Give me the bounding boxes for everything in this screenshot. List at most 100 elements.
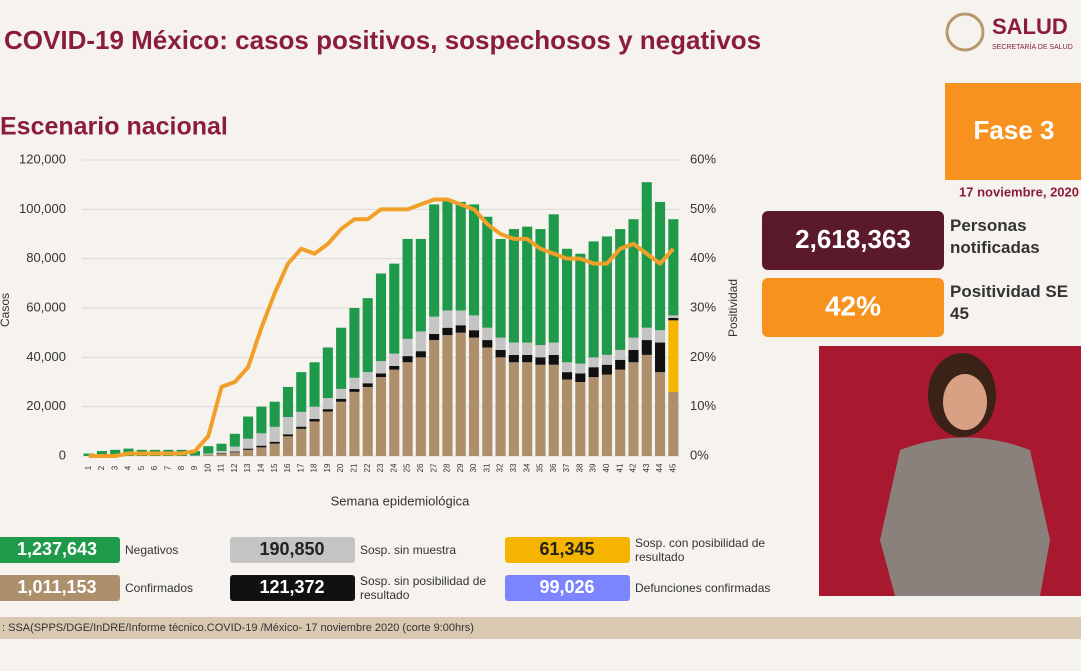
bar-segment xyxy=(642,340,652,355)
x-tick-label: 10 xyxy=(203,463,212,472)
x-tick-label: 24 xyxy=(389,463,398,472)
bar-segment xyxy=(668,320,678,392)
y2-tick-label: 40% xyxy=(690,250,716,265)
bar-segment xyxy=(562,380,572,456)
logo: SALUD xyxy=(992,14,1068,39)
x-tick-label: 27 xyxy=(429,463,438,472)
x-tick-label: 38 xyxy=(575,463,584,472)
legend-label: Sosp. sin muestra xyxy=(360,535,500,565)
bar-segment xyxy=(615,370,625,456)
bar-segment xyxy=(336,389,346,399)
bar-segment xyxy=(469,338,479,456)
bar-segment xyxy=(482,340,492,347)
notified-label-box: Personas notificadas xyxy=(950,215,1080,267)
bar-segment xyxy=(442,335,452,456)
bar-segment xyxy=(416,357,426,456)
bar-segment xyxy=(403,339,413,356)
bar-segment xyxy=(589,241,599,357)
bar-segment xyxy=(349,378,359,389)
bar-segment xyxy=(363,372,373,383)
x-axis-label: Semana epidemiológica xyxy=(331,493,471,508)
x-tick-label: 26 xyxy=(416,463,425,472)
bar-segment xyxy=(456,333,466,456)
bar-segment xyxy=(256,446,266,448)
bar-segment xyxy=(283,434,293,436)
bar-segment xyxy=(642,328,652,340)
y-tick-label: 60,000 xyxy=(26,299,66,314)
bar-segment xyxy=(389,370,399,456)
bar-segment xyxy=(628,362,638,456)
bar-segment xyxy=(549,343,559,355)
y2-tick-label: 10% xyxy=(690,398,716,413)
bar-segment xyxy=(283,436,293,456)
bar-segment xyxy=(456,325,466,332)
bar-segment xyxy=(562,362,572,372)
footer-source: : SSA(SPPS/DGE/InDRE/Informe técnico.COV… xyxy=(2,622,474,634)
bar-segment xyxy=(296,412,306,427)
bar-segment xyxy=(456,310,466,325)
x-tick-label: 43 xyxy=(642,463,651,472)
bar-segment xyxy=(496,357,506,456)
x-tick-label: 21 xyxy=(350,463,359,472)
positivity-label-box: Positividad SE 45 xyxy=(950,281,1080,333)
bar-segment xyxy=(310,419,320,421)
legend-label-box: Sosp. sin posibilidad de resultado xyxy=(360,573,500,603)
bar-segment xyxy=(376,273,386,361)
bar-segment xyxy=(522,355,532,362)
bar-segment xyxy=(416,351,426,357)
bar-segment xyxy=(535,365,545,456)
y2-tick-label: 50% xyxy=(690,201,716,216)
x-tick-label: 6 xyxy=(150,465,159,470)
bar-segment xyxy=(416,239,426,332)
bar-segment xyxy=(522,362,532,456)
bar-segment xyxy=(668,219,678,315)
y-tick-label: 20,000 xyxy=(26,398,66,413)
x-tick-label: 9 xyxy=(190,465,199,470)
x-tick-label: 15 xyxy=(270,463,279,472)
bar-segment xyxy=(575,373,585,382)
x-tick-label: 4 xyxy=(124,465,133,470)
bar-segment xyxy=(628,338,638,350)
bar-segment xyxy=(203,455,213,456)
x-tick-label: 12 xyxy=(230,463,239,472)
bar-segment xyxy=(615,350,625,360)
bar-segment xyxy=(602,236,612,354)
legend-label: Sosp. sin posibilidad de resultado xyxy=(360,573,500,603)
x-tick-label: 34 xyxy=(522,463,531,472)
phase: Fase 3 xyxy=(974,115,1055,145)
bar-segment xyxy=(270,444,280,456)
bar-segment xyxy=(602,375,612,456)
x-tick-label: 33 xyxy=(509,463,518,472)
bar-segment xyxy=(230,452,240,456)
x-tick-label: 41 xyxy=(615,463,624,472)
bar-segment xyxy=(230,434,240,447)
x-tick-label: 37 xyxy=(562,463,571,472)
bar-segment xyxy=(522,343,532,355)
legend-value: 61,345 xyxy=(539,539,594,559)
bar-segment xyxy=(642,355,652,456)
logo-sub: SECRETARÍA DE SALUD xyxy=(992,42,1073,51)
bar-segment xyxy=(256,407,266,434)
bar-segment xyxy=(376,377,386,456)
y2-tick-label: 30% xyxy=(690,299,716,314)
x-tick-label: 17 xyxy=(296,463,305,472)
positivity: 42% xyxy=(825,290,881,321)
notified-label: Personas notificadas xyxy=(950,215,1080,259)
legend-value: 1,011,153 xyxy=(17,577,96,597)
bar-segment xyxy=(509,229,519,342)
bar-segment xyxy=(628,350,638,362)
x-tick-label: 18 xyxy=(310,463,319,472)
bar-segment xyxy=(549,214,559,342)
bar-segment xyxy=(456,202,466,311)
x-tick-label: 11 xyxy=(217,463,226,472)
notified: 2,618,363 xyxy=(795,224,911,254)
x-tick-label: 20 xyxy=(336,463,345,472)
x-tick-label: 36 xyxy=(549,463,558,472)
bar-segment xyxy=(270,402,280,427)
bar-segment xyxy=(562,249,572,362)
x-tick-label: 7 xyxy=(163,465,172,470)
x-tick-label: 29 xyxy=(456,463,465,472)
bar-segment xyxy=(442,310,452,327)
x-tick-label: 32 xyxy=(496,463,505,472)
